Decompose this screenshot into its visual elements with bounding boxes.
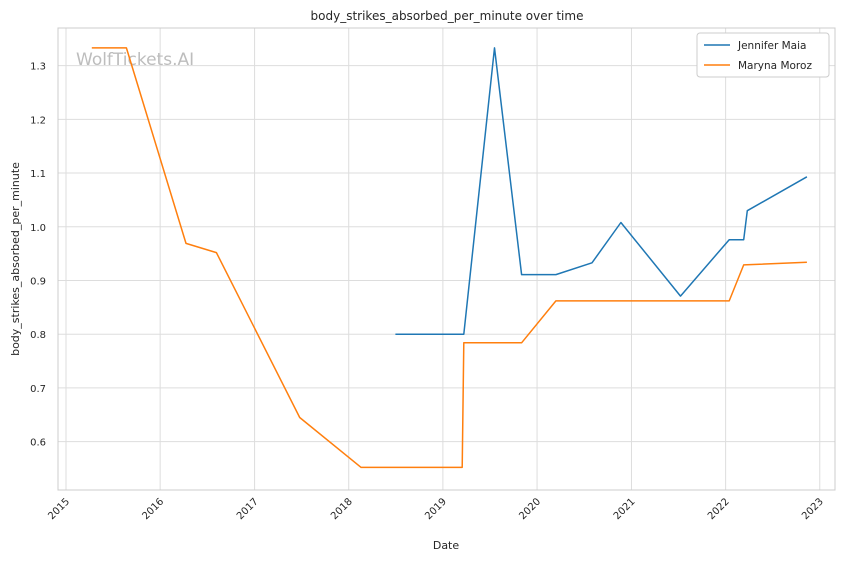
legend-entry: Jennifer Maia bbox=[737, 40, 806, 52]
x-tick-label: 2020 bbox=[517, 496, 543, 522]
x-tick-label: 2022 bbox=[706, 496, 732, 522]
legend: Jennifer Maia Maryna Moroz bbox=[696, 32, 830, 78]
legend-box bbox=[696, 32, 830, 78]
legend-entry: Maryna Moroz bbox=[738, 60, 812, 72]
x-tick-label: 2021 bbox=[612, 496, 638, 522]
watermark: WolfTickets.AI bbox=[76, 50, 194, 70]
x-axis-label: Date bbox=[433, 539, 460, 552]
y-tick-label: 1.3 bbox=[30, 62, 46, 73]
x-tick-label: 2017 bbox=[235, 496, 261, 522]
grid bbox=[58, 28, 835, 490]
x-tick-label: 2023 bbox=[800, 496, 826, 522]
y-tick-label: 1.0 bbox=[30, 223, 46, 234]
x-tick-label: 2018 bbox=[329, 496, 355, 522]
series-layer bbox=[91, 47, 808, 469]
y-tick-label: 0.8 bbox=[30, 330, 46, 341]
series-line-maryna-moroz bbox=[91, 47, 807, 469]
y-tick-label: 0.7 bbox=[30, 384, 46, 395]
x-tick-label: 2019 bbox=[423, 496, 449, 522]
y-tick-label: 1.1 bbox=[30, 169, 46, 180]
y-tick-label: 1.2 bbox=[30, 115, 46, 126]
chart-title: body_strikes_absorbed_per_minute over ti… bbox=[311, 9, 584, 23]
x-tick-label: 2016 bbox=[141, 496, 167, 522]
plot-area-frame bbox=[57, 27, 836, 491]
series-line-jennifer-maia bbox=[395, 47, 808, 335]
x-tick-labels: 2015 2016 2017 2018 2019 2020 2021 2022 2023 bbox=[46, 496, 826, 522]
y-tick-label: 0.6 bbox=[30, 438, 46, 449]
x-tick-label: 2015 bbox=[46, 496, 72, 522]
y-tick-label: 0.9 bbox=[30, 276, 46, 287]
y-axis-label: body_strikes_absorbed_per_minute bbox=[9, 162, 22, 356]
y-tick-labels: 0.6 0.7 0.8 0.9 1.0 1.1 1.2 1.3 bbox=[30, 62, 46, 449]
